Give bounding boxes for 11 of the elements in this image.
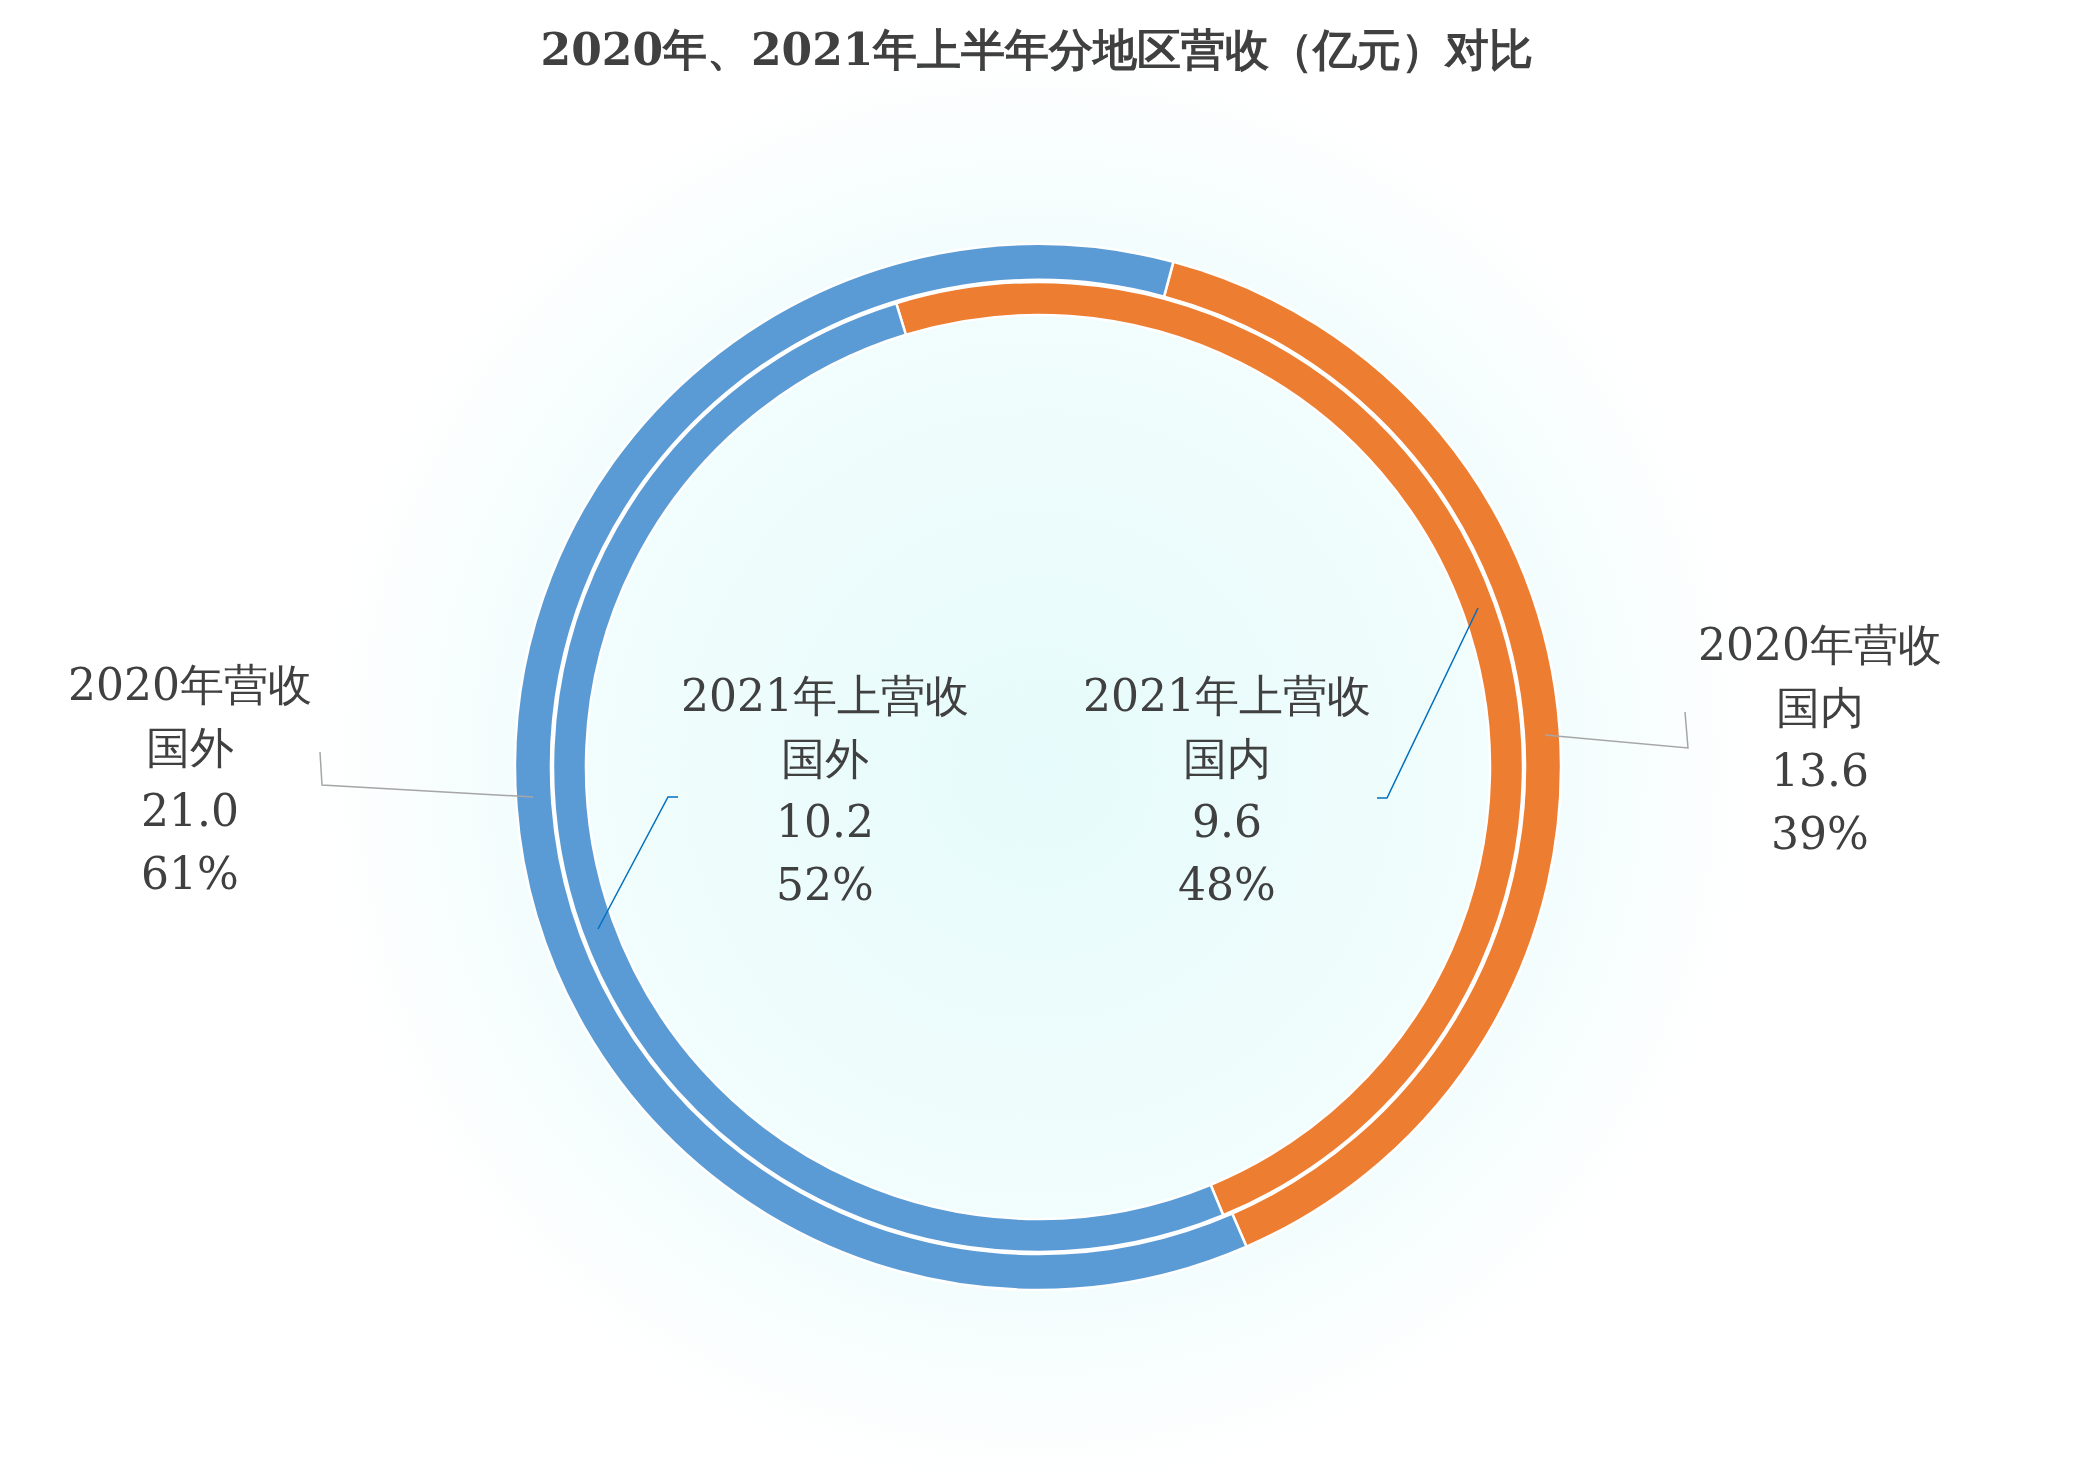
data-label: 9.6 48% — [1178, 796, 1276, 910]
data-label: 10.2 52% — [776, 796, 874, 910]
slice-label: 2020年营收 — [1698, 619, 1942, 670]
chart-title: 2020年、2021年上半年分地区营收（亿元）对比 — [540, 24, 1534, 75]
slice-label: 国内 — [1776, 682, 1864, 733]
data-label: 13.6 39% — [1771, 745, 1869, 859]
slice-label: 国外 — [781, 733, 869, 784]
slice-label: 国外 — [146, 722, 234, 773]
data-label: 21.0 61% — [141, 785, 239, 899]
slice-label: 2021年上营收 — [681, 670, 969, 721]
slice-label: 国内 — [1183, 733, 1271, 784]
